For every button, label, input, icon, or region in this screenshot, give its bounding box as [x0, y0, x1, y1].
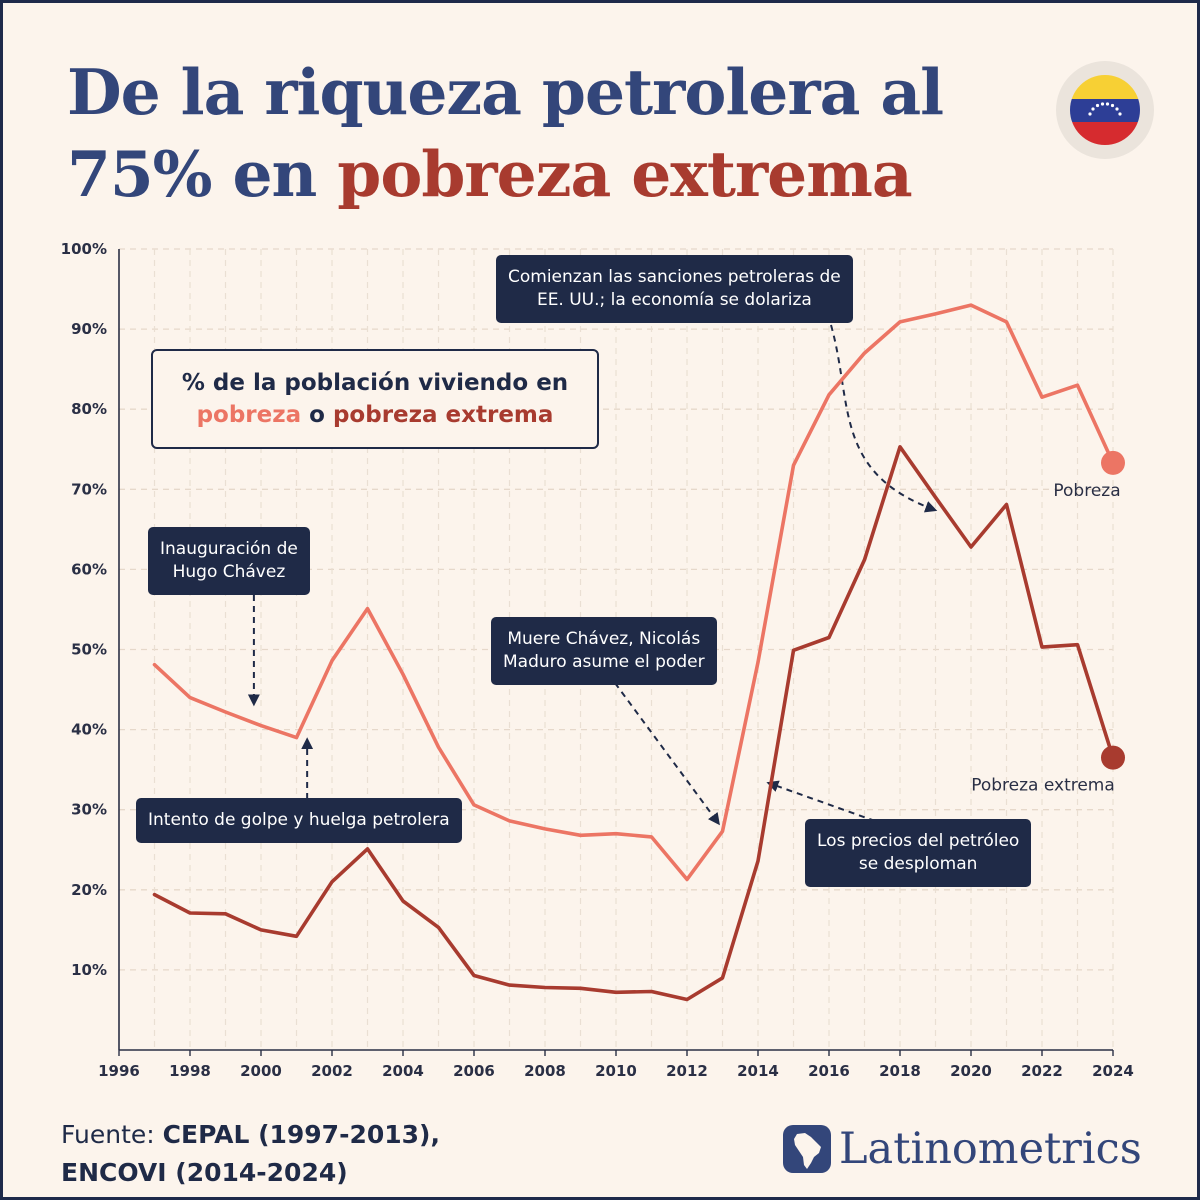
source-prefix: Fuente: — [61, 1120, 163, 1149]
annotation-arrows — [247, 324, 938, 826]
annotation-chavez: Inauguración de Hugo Chávez — [148, 527, 310, 595]
x-tick-label: 2024 — [1092, 1062, 1134, 1080]
y-tick-label: 10% — [71, 961, 107, 979]
legend-line2: pobreza o pobreza extrema — [153, 399, 597, 431]
annotation-precios: Los precios del petróleo se desploman — [805, 819, 1032, 887]
annotation-golpe: Intento de golpe y huelga petrolera — [136, 798, 462, 843]
arrow-muere — [614, 682, 720, 826]
source-line1: Fuente: CEPAL (1997-2013), — [61, 1116, 440, 1154]
end-label-pobreza-extrema: Pobreza extrema — [971, 776, 1115, 796]
tick-labels: 10% 20% 30% 40% 50% 60% 70% 80% 90% 100% 1996 1998 2… — [61, 240, 1134, 1080]
axes — [118, 249, 1114, 1056]
x-tick-label: 2008 — [524, 1062, 566, 1080]
infographic: De la riqueza petrolera al 75% en pobreza… — [3, 3, 1197, 1197]
x-tick-label: 1996 — [98, 1062, 140, 1080]
title-line2-start: 75% en — [67, 137, 338, 211]
line-chart: 10% 20% 30% 40% 50% 60% 70% 80% 90% 100% 1996 1998 2… — [61, 240, 1134, 1080]
legend-connector: o — [301, 402, 333, 428]
arrow-sanciones — [830, 324, 938, 513]
x-tick-label: 2010 — [595, 1062, 637, 1080]
x-tick-label: 2006 — [453, 1062, 495, 1080]
x-tick-label: 2016 — [808, 1062, 850, 1080]
y-tick-label: 80% — [71, 400, 107, 418]
y-tick-label: 100% — [61, 240, 107, 258]
y-tick-label: 20% — [71, 881, 107, 899]
x-tick-label: 2022 — [1021, 1062, 1063, 1080]
latinometrics-map-logo-icon — [783, 1125, 831, 1173]
end-point-pobreza-extrema — [1101, 745, 1125, 770]
x-tick-label: 2012 — [666, 1062, 708, 1080]
x-tick-label: 2018 — [879, 1062, 921, 1080]
y-tick-label: 60% — [71, 560, 107, 578]
title-accent: pobreza extrema — [337, 137, 912, 211]
y-tick-label: 30% — [71, 801, 107, 819]
x-tick-label: 2020 — [950, 1062, 992, 1080]
brand-name: Latinometrics — [839, 1124, 1142, 1174]
series — [152, 303, 1125, 1002]
title-line1: De la riqueza petrolera al — [67, 55, 944, 129]
y-tick-label: 50% — [71, 641, 107, 659]
y-tick-label: 90% — [71, 320, 107, 338]
legend-extrema: pobreza extrema — [332, 402, 554, 428]
end-point-pobreza — [1101, 450, 1125, 475]
x-tick-label: 2000 — [240, 1062, 282, 1080]
arrow-precios — [766, 780, 876, 822]
y-tick-label: 70% — [71, 480, 107, 498]
venezuela-flag-icon — [1070, 75, 1140, 145]
series-line-pobreza — [152, 303, 1115, 882]
series-line-pobreza-extrema — [152, 445, 1115, 1002]
legend-line1: % de la población viviendo en — [181, 370, 569, 396]
flag-badge — [1056, 61, 1154, 159]
x-tick-label: 2014 — [737, 1062, 779, 1080]
source-cepal: CEPAL (1997-2013), — [162, 1120, 440, 1149]
y-tick-label: 40% — [71, 721, 107, 739]
page-title: De la riqueza petrolera al 75% en pobreza… — [67, 51, 1027, 215]
annotation-sanciones: Comienzan las sanciones petroleras de EE… — [496, 255, 853, 323]
end-label-pobreza: Pobreza — [1053, 481, 1120, 501]
source-note: Fuente: CEPAL (1997-2013), ENCOVI (2014-… — [61, 1116, 440, 1192]
x-tick-label: 2004 — [382, 1062, 424, 1080]
source-encovi: ENCOVI (2014-2024) — [61, 1158, 348, 1187]
legend-pobreza: pobreza — [196, 402, 302, 428]
annotation-muere: Muere Chávez, Nicolás Maduro asume el po… — [491, 617, 717, 685]
x-tick-label: 2002 — [311, 1062, 353, 1080]
source-line2: ENCOVI (2014-2024) — [61, 1154, 440, 1192]
x-tick-label: 1998 — [169, 1062, 211, 1080]
chart-legend: % de la población viviendo en pobreza o … — [151, 349, 599, 449]
